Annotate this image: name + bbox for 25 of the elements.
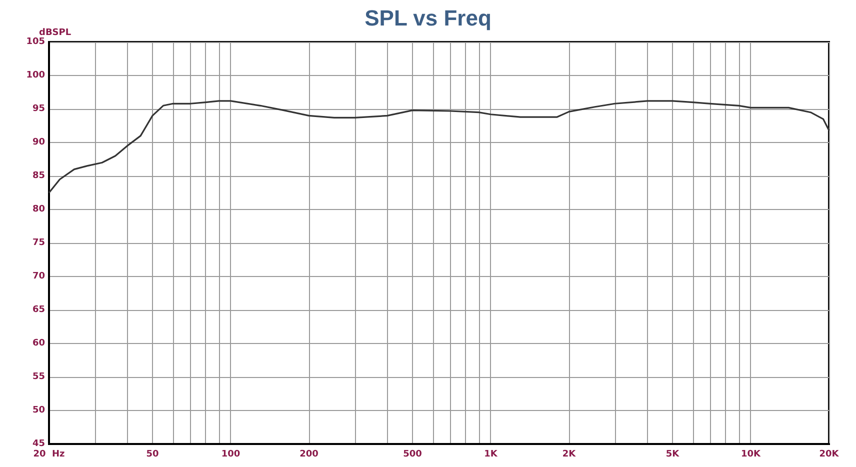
x-tick-label: 2K bbox=[562, 450, 577, 460]
x-tick-label: 1K bbox=[484, 450, 498, 460]
x-tick-label: 200 bbox=[300, 450, 318, 460]
x-tick-label: 100 bbox=[221, 450, 240, 460]
y-tick-label: 90 bbox=[32, 138, 45, 148]
y-axis-title: dBSPL bbox=[39, 28, 72, 38]
y-tick-label: 60 bbox=[32, 338, 45, 348]
y-tick-label: 65 bbox=[32, 305, 45, 315]
y-tick-label: 105 bbox=[26, 37, 45, 47]
x-tick-label: 5K bbox=[666, 450, 680, 460]
y-tick-label: 75 bbox=[32, 238, 45, 248]
y-tick-label: 80 bbox=[32, 204, 45, 214]
y-tick-label: 70 bbox=[32, 272, 45, 282]
y-tick-label: 55 bbox=[32, 372, 45, 382]
x-tick-label: 10K bbox=[740, 450, 762, 460]
x-tick-label: 20 Hz bbox=[33, 450, 65, 460]
x-tick-label: 20K bbox=[819, 450, 840, 460]
y-tick-label: 95 bbox=[32, 104, 45, 114]
y-tick-label: 50 bbox=[32, 406, 45, 416]
chart-title: SPL vs Freq bbox=[364, 6, 492, 30]
x-tick-label: 50 bbox=[146, 450, 159, 460]
y-tick-label: 100 bbox=[26, 70, 45, 80]
x-tick-label: 500 bbox=[403, 450, 422, 460]
y-tick-label: 45 bbox=[32, 439, 45, 449]
y-tick-label: 85 bbox=[32, 171, 45, 181]
